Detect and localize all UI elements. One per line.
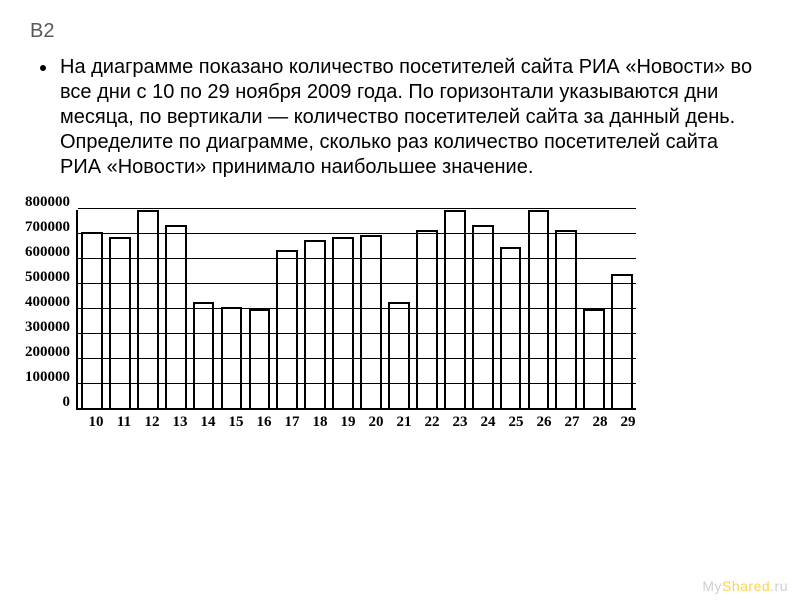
watermark-prefix: My [702,578,722,594]
bar-slot [218,210,246,408]
x-tick: 10 [82,414,110,431]
bar-slot [329,210,357,408]
bar-slot [441,210,469,408]
bar-slot [78,210,106,408]
grid-line [78,208,636,209]
bar [137,210,159,408]
bar [416,230,438,408]
problem-text: На диаграмме показано количество посетит… [60,55,760,180]
bar [444,210,466,408]
grid-line [78,333,636,334]
bar-slot [357,210,385,408]
x-tick: 11 [110,414,138,431]
x-tick: 22 [418,414,446,431]
task-number: В2 [30,20,760,43]
x-axis: 1011121314151617181920212223242526272829 [82,414,642,431]
x-tick: 23 [446,414,474,431]
x-tick: 15 [222,414,250,431]
bullet-icon [40,65,46,71]
bar [193,302,215,408]
bar-slot [273,210,301,408]
bar-slot [245,210,273,408]
x-tick: 17 [278,414,306,431]
x-tick: 12 [138,414,166,431]
bar [276,250,298,408]
bar-slot [385,210,413,408]
x-tick: 18 [306,414,334,431]
x-tick: 19 [334,414,362,431]
x-tick: 21 [390,414,418,431]
grid-line [78,383,636,384]
bar-slot [190,210,218,408]
problem-block: На диаграмме показано количество посетит… [40,55,760,180]
bar-slot [497,210,525,408]
x-tick: 13 [166,414,194,431]
x-tick: 16 [250,414,278,431]
grid-line [78,283,636,284]
bar [388,302,410,408]
watermark: MyShared.ru [702,578,788,594]
bar-slot [580,210,608,408]
bar [555,230,577,408]
x-tick: 26 [530,414,558,431]
bars-container [78,210,636,408]
plot-area [76,210,636,410]
grid-line [78,233,636,234]
chart: 8000007000006000005000004000003000002000… [70,210,760,431]
bar-slot [134,210,162,408]
watermark-accent: Shared [722,578,770,594]
watermark-suffix: .ru [770,578,788,594]
bar-slot [162,210,190,408]
grid-line [78,258,636,259]
x-tick: 25 [502,414,530,431]
bar [360,235,382,408]
bar [528,210,550,408]
bar-slot [301,210,329,408]
x-tick: 14 [194,414,222,431]
x-tick: 24 [474,414,502,431]
bar-slot [413,210,441,408]
bar-slot [608,210,636,408]
bar-slot [469,210,497,408]
bar [165,225,187,408]
grid-line [78,308,636,309]
bar-slot [525,210,553,408]
x-tick: 28 [586,414,614,431]
bar-slot [106,210,134,408]
grid-line [78,358,636,359]
x-tick: 29 [614,414,642,431]
x-tick: 20 [362,414,390,431]
bar [611,274,633,408]
x-tick: 27 [558,414,586,431]
bar-slot [552,210,580,408]
bar [472,225,494,408]
